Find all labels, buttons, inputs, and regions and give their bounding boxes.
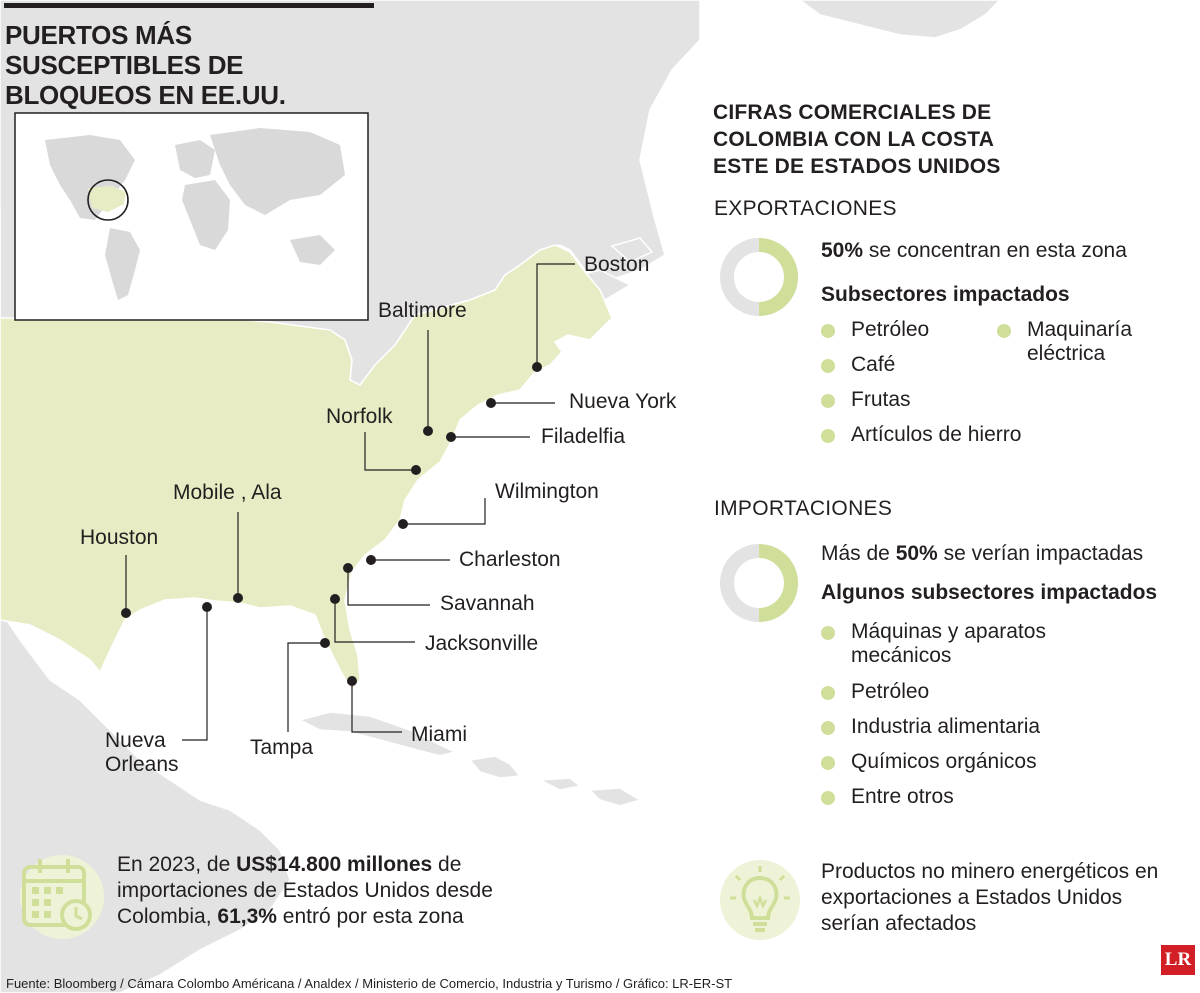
list-item-label: Café	[851, 353, 896, 376]
list-item: Entre otros	[821, 785, 1061, 820]
products-note: Productos no minero energéticos en expor…	[821, 860, 1159, 935]
list-item: Industria alimentaria	[821, 715, 1061, 750]
port-dot-nueva-orleans	[202, 602, 212, 612]
note-bold-percent: 61,3%	[217, 905, 277, 928]
list-item-label: Maquinaría eléctrica	[1027, 318, 1133, 365]
imports-donut	[720, 544, 798, 622]
list-item-label: Industria alimentaria	[851, 715, 1041, 738]
list-item-label: Petróleo	[851, 680, 930, 703]
list-item: Máquinas y aparatos mecánicos	[821, 620, 1061, 680]
port-label-filadelfia: Filadelfia	[541, 425, 626, 448]
exports-stat-text: se concentran en esta zona	[863, 239, 1127, 262]
imports-stat-text: se verían impactadas	[937, 542, 1144, 565]
port-dot-houston	[121, 608, 131, 618]
page-title: PUERTOS MÁS SUSCEPTIBLES DE BLOQUEOS EN …	[5, 20, 286, 110]
port-dot-nueva-york	[486, 398, 496, 408]
port-label-mobile: Mobile , Ala	[173, 481, 282, 504]
list-item-label: Entre otros	[851, 785, 954, 808]
imports-stat: Más de 50% se verían impactadas	[821, 542, 1143, 566]
bullet-dot	[997, 324, 1011, 338]
title-bar	[4, 3, 374, 8]
note-text-3: entró por esta zona	[276, 905, 464, 928]
note-text-2: de importaciones de Estados Unidos desde…	[117, 853, 493, 928]
port-label-nueva-york: Nueva York	[569, 390, 677, 413]
exports-items-col2: Maquinaría eléctrica	[997, 318, 1147, 366]
exports-stat: 50% se concentran en esta zona	[821, 239, 1127, 263]
bullet-dot	[821, 686, 835, 700]
port-label-baltimore: Baltimore	[378, 299, 467, 322]
list-item: Petróleo	[821, 318, 991, 353]
port-label-nueva-orleans: Nueva Orleans	[105, 729, 179, 776]
list-item: Químicos orgánicos	[821, 750, 1061, 785]
port-dot-mobile	[233, 593, 243, 603]
port-dot-charleston	[366, 555, 376, 565]
land-us	[0, 210, 613, 692]
port-dot-wilmington	[398, 519, 408, 529]
port-label-norfolk: Norfolk	[326, 405, 393, 428]
bullet-dot	[821, 721, 835, 735]
port-dot-baltimore	[423, 426, 433, 436]
import-figure-note: En 2023, de US$14.800 millones de import…	[117, 852, 517, 930]
bullet-dot	[821, 791, 835, 805]
port-label-wilmington: Wilmington	[495, 480, 599, 503]
note-bold-amount: US$14.800 millones	[236, 853, 433, 876]
list-item-label: Artículos de hierro	[851, 423, 1022, 446]
note-text-1: En 2023, de	[117, 853, 237, 876]
port-label-tampa: Tampa	[250, 736, 314, 759]
port-label-charleston: Charleston	[459, 548, 561, 571]
imports-subtitle: Algunos subsectores impactados	[821, 581, 1158, 604]
port-dot-tampa	[320, 638, 330, 648]
port-dot-jacksonville	[330, 594, 340, 604]
bullet-dot	[821, 626, 835, 640]
list-item: Café	[821, 353, 991, 388]
list-item: Maquinaría eléctrica	[997, 318, 1147, 366]
exports-subtitle: Subsectores impactados	[821, 283, 1070, 306]
imports-label: IMPORTACIONES	[714, 497, 893, 520]
list-item-label: Petróleo	[851, 318, 930, 341]
exports-donut	[720, 238, 798, 316]
list-item: Frutas	[821, 388, 991, 423]
bullet-dot	[821, 756, 835, 770]
exports-items-col1: Petróleo Café Frutas Artículos de hierro	[821, 318, 1021, 458]
port-dot-miami	[347, 676, 357, 686]
bullet-dot	[821, 324, 835, 338]
port-label-savannah: Savannah	[440, 592, 535, 615]
port-dot-norfolk	[411, 465, 421, 475]
list-item-label: Químicos orgánicos	[851, 750, 1037, 773]
bullet-dot	[821, 359, 835, 373]
bullet-dot	[821, 429, 835, 443]
port-label-miami: Miami	[411, 723, 467, 746]
list-item-label: Máquinas y aparatos mecánicos	[851, 620, 1046, 667]
source-line: Fuente: Bloomberg / Cámara Colombo Améri…	[6, 976, 733, 991]
imports-stat-bold: 50%	[895, 542, 938, 565]
imports-stat-pre: Más de	[821, 542, 896, 565]
port-label-jacksonville: Jacksonville	[425, 632, 539, 655]
list-item: Petróleo	[821, 680, 1061, 715]
list-item: Artículos de hierro	[821, 423, 1021, 458]
trade-heading: CIFRAS COMERCIALES DE COLOMBIA CON LA CO…	[713, 101, 1001, 178]
lightbulb-icon	[720, 860, 800, 940]
inset-locator-map	[14, 112, 369, 321]
exports-label: EXPORTACIONES	[714, 197, 897, 220]
port-dot-savannah	[343, 563, 353, 573]
list-item-label: Frutas	[851, 388, 911, 411]
bullet-dot	[821, 394, 835, 408]
port-dot-boston	[532, 362, 542, 372]
calendar-clock-icon	[20, 855, 104, 939]
port-label-houston: Houston	[80, 526, 159, 549]
port-label-boston: Boston	[584, 253, 650, 276]
exports-stat-bold: 50%	[821, 239, 864, 262]
leader-lines	[125, 263, 575, 741]
port-dot-filadelfia	[446, 432, 456, 442]
port-markers	[121, 362, 542, 686]
imports-items: Máquinas y aparatos mecánicos Petróleo I…	[821, 620, 1061, 820]
lr-logo: LR	[1161, 945, 1195, 975]
